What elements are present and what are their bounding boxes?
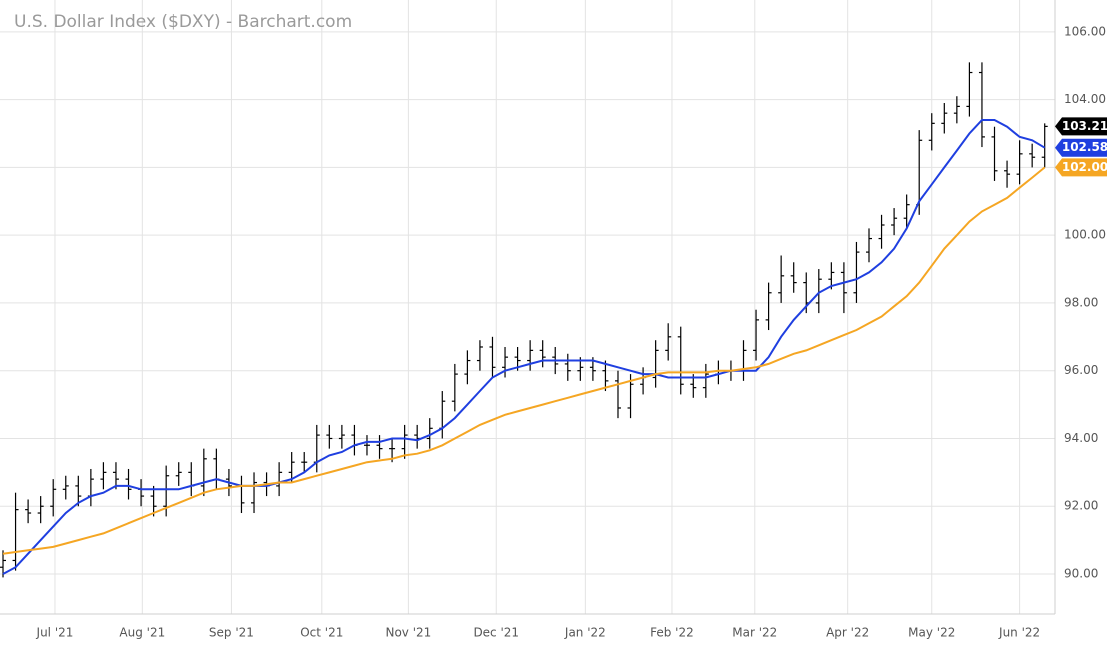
y-tick-label: 96.00 (1064, 363, 1098, 377)
plot (0, 62, 1048, 578)
y-tick-label: 90.00 (1064, 567, 1098, 581)
y-tick-label: 92.00 (1064, 499, 1098, 513)
x-tick-label: Apr '22 (826, 626, 869, 640)
moving-average-line (2, 166, 1046, 555)
grid (0, 0, 1055, 614)
x-tick-label: Sep '21 (209, 626, 254, 640)
x-tick-label: Feb '22 (650, 626, 694, 640)
x-tick-label: Jun '22 (998, 626, 1040, 640)
price-label: 102.58 (1062, 140, 1108, 154)
price-badge (1055, 158, 1107, 177)
y-tick-label: 106.00 (1064, 24, 1106, 38)
x-tick-label: Oct '21 (300, 626, 343, 640)
x-tick-label: Jan '22 (564, 626, 606, 640)
axes: 90.00 92.00 94.00 96.00 98.00 100.00 102.00 104… (36, 24, 1109, 639)
moving-average-line (2, 119, 1046, 575)
x-tick-label: Nov '21 (385, 626, 431, 640)
x-tick-label: Aug '21 (119, 626, 165, 640)
chart-title: U.S. Dollar Index ($DXY) - Barchart.com (14, 12, 352, 32)
price-label: 102.00 (1062, 160, 1108, 174)
price-label: 103.21 (1062, 119, 1108, 133)
y-tick-label: 94.00 (1064, 431, 1098, 445)
x-tick-label: May '22 (908, 626, 955, 640)
x-tick-label: Jul '21 (36, 626, 74, 640)
y-tick-label: 98.00 (1064, 295, 1098, 309)
price-badge (1055, 117, 1107, 136)
x-tick-label: Mar '22 (732, 626, 777, 640)
x-tick-label: Dec '21 (473, 626, 519, 640)
price-badge (1055, 138, 1107, 157)
y-tick-label: 100.00 (1064, 228, 1106, 242)
y-tick-label: 104.00 (1064, 92, 1106, 106)
